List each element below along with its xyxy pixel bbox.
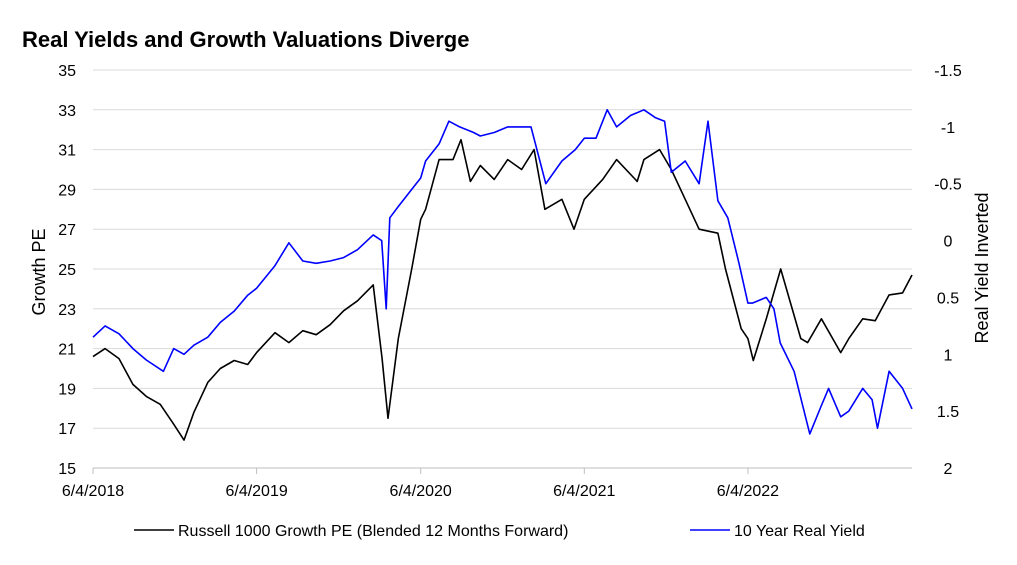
y2-tick-label: 0.5 xyxy=(937,290,959,307)
y2-tick-label: 1.5 xyxy=(937,404,959,421)
y-tick-label: 23 xyxy=(58,302,76,319)
x-tick-label: 6/4/2020 xyxy=(390,483,452,500)
y-tick-label: 21 xyxy=(58,342,76,359)
y-axis-label: Growth PE xyxy=(29,228,49,315)
y-tick-label: 31 xyxy=(58,143,76,160)
y2-tick-label: 2 xyxy=(944,461,953,478)
y2-tick-label: 1 xyxy=(944,347,953,364)
x-tick-label: 6/4/2018 xyxy=(62,483,124,500)
x-tick-label: 6/4/2021 xyxy=(553,483,615,500)
y-tick-label: 29 xyxy=(58,182,76,199)
y-tick-label: 15 xyxy=(58,461,76,478)
y2-tick-label: -0.5 xyxy=(934,177,962,194)
chart-title: Real Yields and Growth Valuations Diverg… xyxy=(22,27,469,52)
legend-label-1: 10 Year Real Yield xyxy=(734,523,865,540)
gridlines xyxy=(93,69,912,429)
series-line-0 xyxy=(92,138,913,441)
series-layer xyxy=(92,109,913,441)
y-tick-label: 27 xyxy=(58,222,76,239)
x-tick-label: 6/4/2022 xyxy=(717,483,779,500)
y-tick-label: 35 xyxy=(58,63,76,80)
legend: Russell 1000 Growth PE (Blended 12 Month… xyxy=(134,523,865,540)
y2-tick-label: 0 xyxy=(944,234,953,251)
legend-label-0: Russell 1000 Growth PE (Blended 12 Month… xyxy=(178,523,568,540)
y-tick-label: 19 xyxy=(58,381,76,398)
axes: 35 33 31 29 27 25 23 21 19 17 15 -1.5 -1 -0.5 0 0.5 1 1.5… xyxy=(58,63,962,500)
y2-axis-label: Real Yield Inverted xyxy=(972,192,992,343)
y-tick-label: 33 xyxy=(58,103,76,120)
y-tick-label: 25 xyxy=(58,262,76,279)
x-tick-label: 6/4/2019 xyxy=(225,483,287,500)
series-line-1 xyxy=(92,109,913,435)
y-tick-label: 17 xyxy=(58,421,76,438)
y2-tick-label: -1 xyxy=(941,120,955,137)
y2-tick-label: -1.5 xyxy=(934,63,962,80)
